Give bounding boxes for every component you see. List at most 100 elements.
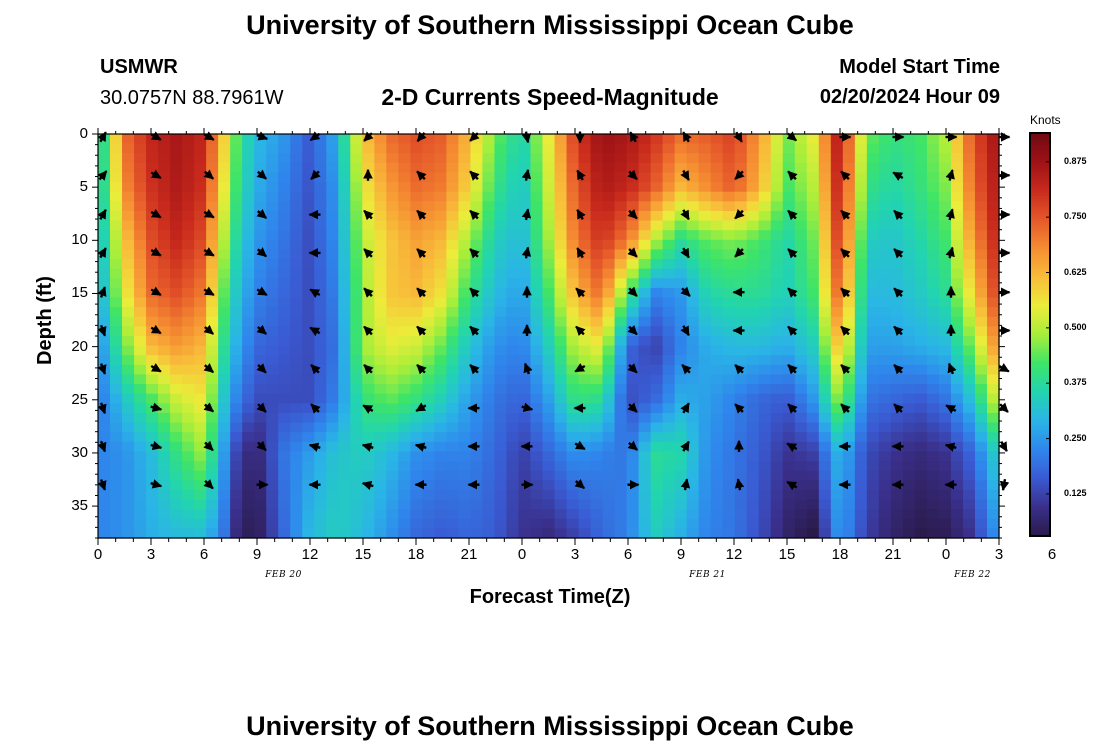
speed-cell — [470, 239, 484, 251]
speed-cell — [878, 153, 892, 164]
speed-cell — [722, 451, 736, 462]
speed-cell — [686, 326, 700, 337]
current-arrow — [363, 287, 374, 298]
speed-cell — [374, 499, 387, 510]
speed-cell — [506, 412, 520, 424]
speed-cell — [338, 230, 351, 241]
speed-cell — [830, 239, 844, 251]
speed-cell — [914, 172, 928, 183]
speed-cell — [170, 191, 183, 202]
speed-cell — [818, 528, 832, 539]
x-tick-label: 6 — [623, 546, 633, 563]
speed-cell — [938, 470, 952, 481]
speed-cell — [158, 451, 171, 462]
speed-cell — [182, 470, 195, 481]
speed-cell — [818, 153, 832, 164]
speed-cell — [146, 422, 159, 433]
speed-cell — [362, 355, 375, 366]
speed-cell — [650, 239, 664, 251]
colorbar-segment — [1030, 425, 1050, 429]
colorbar-tick-label: 0.750 — [1064, 211, 1087, 222]
speed-cell — [134, 201, 147, 212]
current-arrow — [363, 364, 374, 375]
speed-cell — [566, 412, 580, 424]
speed-cell — [578, 297, 592, 308]
speed-cell — [830, 432, 844, 443]
speed-cell — [338, 249, 351, 260]
speed-cell — [434, 153, 447, 164]
speed-cell — [242, 451, 255, 462]
speed-cell — [398, 499, 411, 510]
colorbar-segment — [1030, 415, 1050, 419]
speed-cell — [482, 297, 496, 308]
speed-cell — [542, 518, 556, 529]
colorbar-segment — [1030, 467, 1050, 472]
speed-cell — [170, 432, 183, 443]
speed-cell — [914, 384, 928, 395]
speed-cell — [818, 307, 832, 318]
speed-cell — [338, 480, 351, 491]
speed-cell — [650, 259, 664, 270]
speed-cell — [134, 278, 147, 289]
speed-cell — [122, 182, 135, 193]
speed-cell — [122, 134, 135, 145]
speed-cell — [230, 143, 243, 154]
speed-cell — [566, 422, 580, 433]
speed-cell — [506, 336, 520, 347]
speed-cell — [278, 249, 291, 260]
speed-cell — [626, 230, 640, 241]
speed-cell — [374, 528, 387, 539]
speed-cell — [350, 441, 363, 453]
speed-cell — [926, 326, 940, 337]
speed-cell — [254, 143, 267, 154]
speed-cell — [758, 182, 772, 193]
speed-cell — [518, 336, 532, 347]
speed-cell — [230, 355, 243, 366]
colorbar-segment — [1030, 153, 1050, 157]
speed-cell — [746, 509, 760, 520]
speed-cell — [266, 432, 279, 443]
speed-cell — [602, 518, 616, 529]
speed-cell — [230, 210, 243, 222]
speed-cell — [878, 162, 892, 174]
speed-cell — [482, 432, 496, 443]
speed-cell — [914, 278, 928, 289]
speed-cell — [758, 162, 772, 174]
speed-cell — [950, 393, 964, 404]
speed-cell — [158, 355, 171, 366]
speed-cell — [482, 509, 496, 520]
speed-cell — [458, 432, 472, 443]
speed-cell — [398, 191, 411, 202]
speed-cell — [146, 489, 159, 501]
speed-cell — [254, 182, 267, 193]
speed-cell — [626, 249, 640, 260]
speed-cell — [506, 499, 520, 510]
speed-cell — [614, 374, 628, 385]
speed-cell — [686, 441, 700, 453]
speed-cell — [986, 326, 1000, 337]
speed-cell — [770, 528, 784, 539]
speed-cell — [302, 470, 315, 481]
speed-cell — [914, 470, 928, 481]
speed-cell — [518, 259, 532, 270]
speed-cell — [794, 518, 808, 529]
speed-cell — [290, 422, 303, 433]
speed-cell — [158, 278, 171, 289]
speed-cell — [770, 461, 784, 472]
speed-cell — [386, 336, 399, 347]
current-arrow — [203, 402, 214, 413]
x-tick-label: 9 — [676, 546, 686, 563]
speed-cell — [674, 268, 688, 279]
speed-cell — [350, 384, 363, 395]
speed-cell — [506, 355, 520, 366]
speed-cell — [170, 528, 183, 539]
speed-cell — [614, 345, 628, 356]
speed-cell — [902, 134, 916, 145]
speed-cell — [542, 384, 556, 395]
speed-cell — [830, 336, 844, 347]
speed-cell — [254, 499, 267, 510]
colorbar-segment — [1030, 410, 1050, 414]
speed-cell — [734, 153, 748, 164]
speed-cell — [578, 470, 592, 481]
speed-cell — [410, 518, 423, 529]
